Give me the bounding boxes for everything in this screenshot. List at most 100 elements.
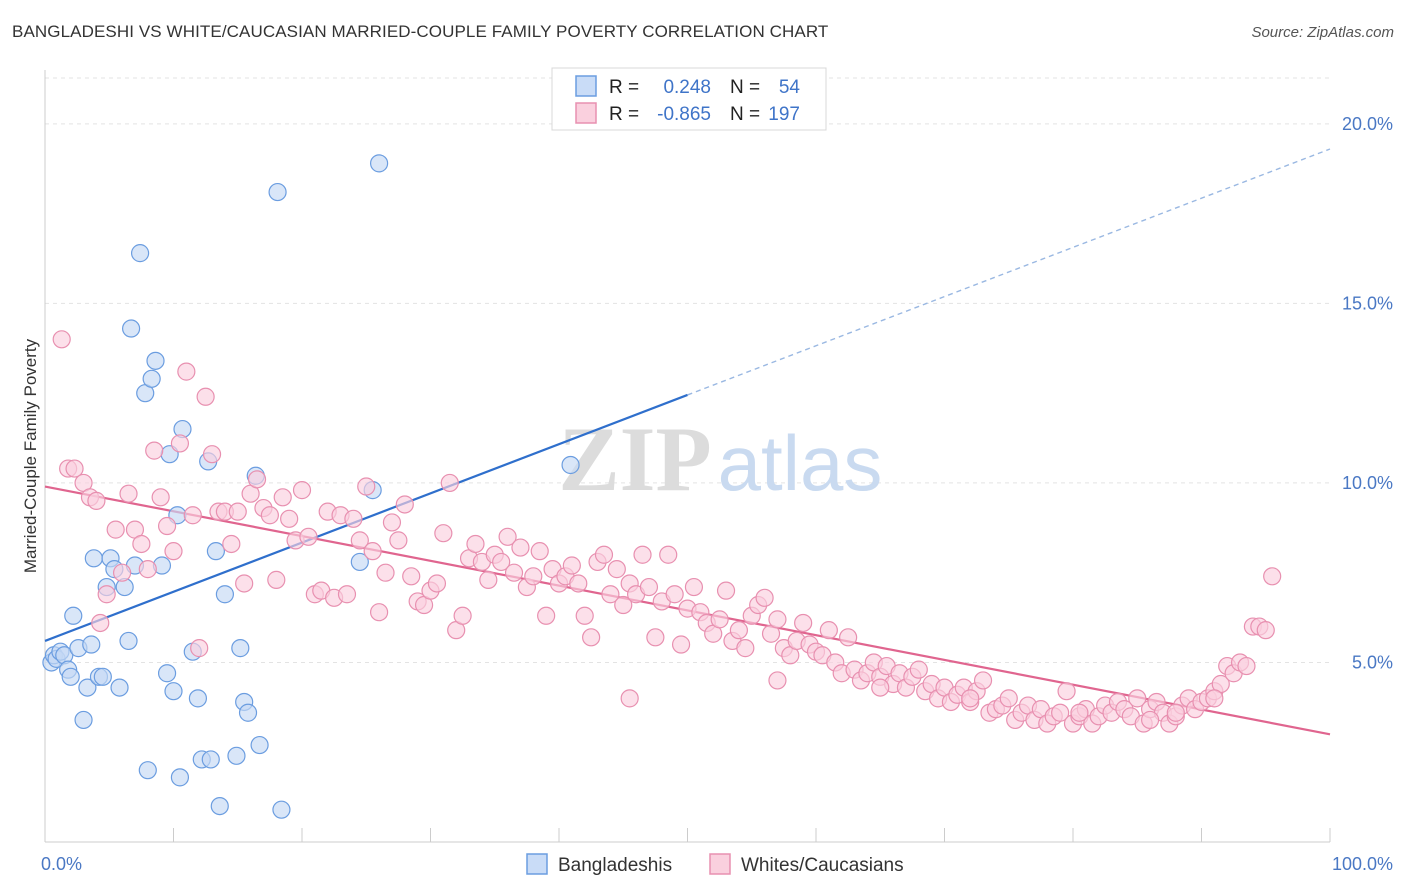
point-bangladeshis-25 [138, 761, 157, 780]
point-bangladeshis-21 [121, 319, 141, 338]
point-whites-133 [909, 660, 928, 679]
stats-n-label-1: N = [730, 77, 760, 98]
point-whites-184 [1237, 656, 1256, 676]
y-tick-label-3: 20.0% [1342, 114, 1393, 134]
point-whites-62 [453, 606, 472, 625]
trend-line-bangladeshis-extension [687, 148, 1331, 396]
point-bangladeshis-18 [110, 678, 129, 697]
stats-swatch-bangladeshis [575, 75, 597, 97]
point-whites-34 [273, 488, 292, 507]
chart-source: Source: ZipAtlas.com [1251, 24, 1394, 41]
x-tick-label-0: 0.0% [41, 854, 82, 874]
trend-line-bangladeshis [44, 393, 688, 642]
point-bangladeshis-48 [250, 735, 269, 755]
point-whites-103 [716, 581, 736, 600]
point-bangladeshis-26 [142, 369, 161, 388]
point-whites-188 [1263, 567, 1282, 586]
point-whites-115 [794, 613, 813, 633]
y-tick-label-2: 15.0% [1342, 293, 1393, 313]
legend-label-whites: Whites/Caucasians [741, 855, 904, 876]
point-whites-122 [839, 628, 858, 647]
point-whites-38 [299, 527, 318, 546]
point-whites-96 [671, 635, 691, 654]
point-whites-143 [973, 671, 993, 690]
point-whites-68 [492, 552, 511, 572]
point-whites-60 [440, 473, 459, 493]
point-whites-48 [363, 542, 382, 561]
point-whites-2 [65, 459, 84, 478]
point-whites-64 [466, 534, 485, 554]
point-whites-191 [871, 678, 890, 697]
point-whites-155 [1051, 703, 1070, 722]
stats-legend-box: R = 0.248 N = 54 R = -0.865 N = 197 [551, 67, 827, 131]
point-whites-189 [620, 689, 639, 708]
point-whites-69 [498, 527, 517, 546]
data-points [42, 154, 1282, 819]
point-bangladeshis-46 [238, 703, 258, 722]
point-whites-190 [768, 671, 787, 690]
point-whites-75 [537, 606, 556, 625]
point-whites-15 [151, 488, 170, 507]
point-whites-98 [684, 577, 704, 597]
point-bangladeshis-7 [64, 606, 83, 625]
point-whites-18 [170, 434, 190, 453]
point-whites-45 [344, 509, 363, 528]
point-whites-59 [434, 524, 453, 543]
point-whites-50 [376, 563, 395, 582]
stats-r-label-1: R = [609, 77, 639, 98]
point-whites-90 [633, 545, 652, 564]
point-whites-86 [607, 560, 626, 579]
point-whites-20 [183, 506, 202, 525]
point-whites-95 [665, 585, 684, 604]
stats-r-label-2: R = [609, 104, 639, 125]
point-bangladeshis-54 [561, 455, 580, 475]
point-whites-52 [389, 531, 408, 550]
point-whites-51 [382, 513, 402, 532]
point-bangladeshis-53 [370, 154, 389, 173]
point-whites-73 [524, 567, 543, 586]
point-whites-10 [119, 484, 138, 503]
point-whites-167 [1128, 689, 1147, 708]
point-bangladeshis-6 [61, 667, 80, 686]
point-whites-81 [575, 606, 594, 625]
point-whites-70 [504, 563, 524, 582]
point-whites-109 [755, 588, 774, 607]
point-whites-16 [157, 516, 177, 536]
point-whites-119 [819, 621, 838, 640]
watermark-zip: ZIP [558, 408, 711, 510]
point-whites-82 [582, 628, 601, 647]
point-whites-49 [370, 603, 389, 622]
point-whites-47 [357, 477, 376, 496]
point-whites-0 [52, 330, 71, 349]
point-bangladeshis-20 [119, 631, 138, 651]
point-whites-66 [479, 570, 498, 589]
stats-r-value-2: -0.865 [657, 104, 711, 125]
point-whites-17 [164, 542, 183, 561]
stats-n-value-2: 197 [768, 104, 800, 125]
point-whites-92 [646, 628, 665, 647]
y-axis-title: Married-Couple Family Poverty [21, 338, 40, 573]
point-whites-111 [768, 610, 787, 629]
point-whites-106 [736, 639, 755, 658]
point-whites-193 [1070, 703, 1089, 722]
point-whites-156 [1057, 682, 1076, 701]
point-whites-147 [999, 689, 1018, 708]
point-bangladeshis-36 [188, 689, 208, 708]
point-bangladeshis-14 [93, 667, 112, 686]
point-whites-44 [337, 585, 357, 604]
legend-swatch-bangladeshis [526, 853, 548, 875]
point-whites-195 [1166, 703, 1185, 722]
point-bangladeshis-51 [350, 552, 369, 572]
point-whites-35 [280, 509, 299, 528]
x-tick-label-1: 100.0% [1332, 854, 1393, 874]
stats-r-value-1: 0.248 [663, 77, 711, 98]
point-bangladeshis-11 [82, 635, 101, 654]
point-bangladeshis-39 [201, 750, 220, 769]
point-bangladeshis-9 [74, 710, 93, 730]
point-whites-105 [729, 621, 749, 640]
point-whites-13 [138, 560, 157, 579]
point-whites-46 [350, 531, 369, 550]
point-whites-33 [267, 570, 286, 589]
point-whites-26 [222, 534, 241, 554]
